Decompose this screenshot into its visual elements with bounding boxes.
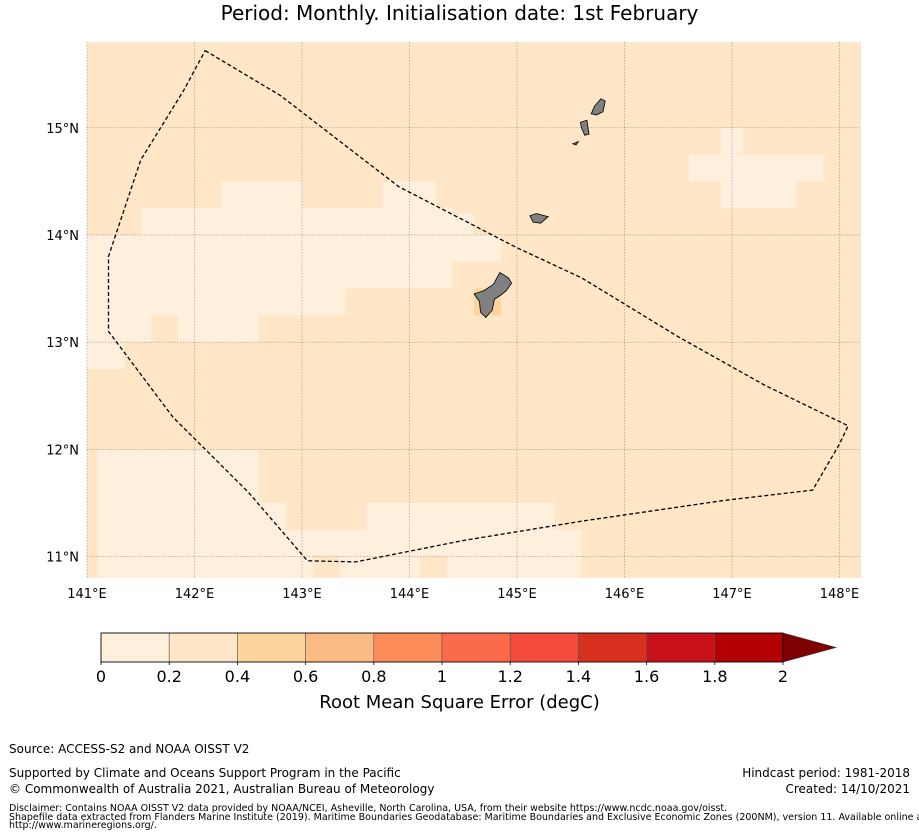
colorbar-swatch: [509, 632, 579, 663]
rmse-cell-low: [689, 154, 824, 182]
colorbar-tick-label: 0: [96, 667, 106, 686]
lon-tick-label: 141°E: [67, 587, 107, 602]
rmse-cell-low: [339, 556, 421, 578]
colorbar-swatch: [373, 632, 443, 663]
colorbar-tick-label: 2: [778, 667, 788, 686]
eez-boundary: [107, 50, 849, 563]
colorbar-tick-label: 0.2: [156, 667, 181, 686]
disclaimer-line: http://www.marineregions.org/.: [9, 820, 157, 831]
rmse-cell-low: [366, 502, 555, 530]
island-tinian: [579, 119, 590, 136]
colorbar-swatch: [441, 632, 511, 663]
colorbar-swatch: [100, 632, 170, 663]
map-figure: 141°E 142°E 143°E 144°E 145°E 146°E 147°E 148°E…: [46, 42, 861, 686]
created-date: Created: 14/10/2021: [785, 782, 910, 796]
colorbar-label: Root Mean Square Error (degC): [319, 692, 600, 713]
colorbar-swatch: [168, 632, 238, 663]
rmse-cell-low: [721, 181, 797, 209]
rmse-cell-low: [97, 449, 259, 477]
chart-title: Period: Monthly. Initialisation date: 1s…: [0, 0, 919, 26]
rmse-cell-low: [87, 288, 345, 316]
disclaimer-line: Shapefile data extracted from Flanders M…: [9, 811, 919, 823]
colorbar-swatch: [646, 632, 716, 663]
rmse-cell-low: [97, 476, 259, 503]
colorbar-swatch: [237, 632, 306, 663]
rmse-cell-low: [178, 315, 259, 343]
colorbar-tick-label: 1.2: [497, 667, 522, 686]
hindcast-period: Hindcast period: 1981-2018: [742, 766, 910, 780]
rmse-cell-low: [140, 208, 453, 235]
colorbar-tick-label: 1: [437, 667, 447, 686]
lon-tick-label: 142°E: [175, 587, 215, 602]
map-area: 141°E 142°E 143°E 144°E 145°E 146°E 147°E 148°E…: [46, 42, 861, 602]
colorbar-tick-label: 1.8: [702, 667, 727, 686]
rmse-cell-low: [87, 261, 453, 289]
colorbar-tick-label: 0.8: [361, 667, 386, 686]
colorbar-swatch: [578, 632, 647, 663]
disclaimer: Disclaimer: Contains NOAA OISST V2 data …: [9, 803, 919, 831]
colorbar-swatch: [714, 632, 784, 663]
lon-tick-label: 144°E: [390, 587, 430, 602]
rmse-cell-low: [87, 234, 501, 262]
lat-tick-label: 12°N: [46, 443, 79, 458]
island-guam: [473, 271, 513, 319]
lat-tick-label: 15°N: [46, 122, 79, 137]
colorbar-tick-label: 0.6: [293, 667, 318, 686]
island-rota: [529, 213, 550, 224]
rmse-cell-low: [87, 342, 125, 369]
copyright-text: © Commonwealth of Australia 2021, Austra…: [9, 782, 435, 796]
rmse-cell-low: [312, 529, 582, 557]
lon-tick-label: 146°E: [605, 587, 645, 602]
colorbar-swatch: [305, 632, 375, 663]
lat-tick-label: 14°N: [46, 229, 79, 244]
title-line: Period: Monthly. Initialisation date: 1s…: [220, 1, 699, 25]
colorbar-tick-label: 1.6: [634, 667, 659, 686]
rmse-cell-low: [447, 556, 582, 578]
colorbar: 0 0.2 0.4 0.6 0.8 1 1.2 1.4 1.6 1.8 2: [96, 632, 838, 686]
supported-text: Supported by Climate and Oceans Support …: [9, 766, 401, 780]
lat-tick-label: 11°N: [46, 551, 79, 566]
rmse-cell-low: [221, 181, 302, 209]
colorbar-tick-label: 1.4: [566, 667, 591, 686]
colorbar-tick-label: 0.4: [225, 667, 250, 686]
rmse-cell-low: [452, 213, 474, 235]
island-aguijan: [571, 140, 580, 146]
rmse-cell-low: [382, 181, 437, 209]
disclaimer-line: Disclaimer: Contains NOAA OISST V2 data …: [9, 803, 728, 814]
rmse-cell-low: [97, 502, 286, 530]
source-text: Source: ACCESS-S2 and NOAA OISST V2: [9, 742, 250, 756]
island-saipan: [590, 98, 606, 116]
rmse-cell-low: [87, 315, 152, 343]
rmse-cell-low: [97, 556, 313, 578]
lon-tick-label: 148°E: [820, 587, 860, 602]
lon-tick-label: 147°E: [712, 587, 752, 602]
lon-tick-label: 145°E: [497, 587, 537, 602]
colorbar-extend-arrow: [782, 632, 838, 663]
rmse-cell-low: [97, 529, 313, 557]
lon-tick-label: 143°E: [282, 587, 322, 602]
lat-tick-label: 13°N: [46, 336, 79, 351]
